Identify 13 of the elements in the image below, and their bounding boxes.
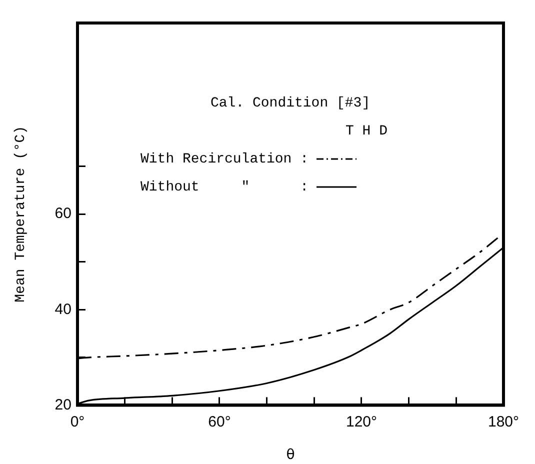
x-tick-label: 180° bbox=[488, 413, 520, 430]
x-tick-label: 120° bbox=[346, 413, 377, 430]
x-axis-title: θ bbox=[286, 447, 295, 464]
y-tick-label: 40 bbox=[54, 300, 72, 318]
y-tick-label: 20 bbox=[54, 396, 72, 414]
legend-title: Cal. Condition [#3] bbox=[210, 96, 370, 112]
y-axis-title: Mean Temperature (°C) bbox=[13, 126, 30, 302]
legend-label: Without ″ : bbox=[140, 180, 309, 196]
y-tick-label: 60 bbox=[54, 205, 72, 222]
x-tick-label: 60° bbox=[208, 413, 231, 430]
x-tick-label: 0° bbox=[70, 413, 85, 430]
annotation: T H D bbox=[345, 124, 388, 140]
legend-label: With Recirculation : bbox=[140, 152, 309, 168]
